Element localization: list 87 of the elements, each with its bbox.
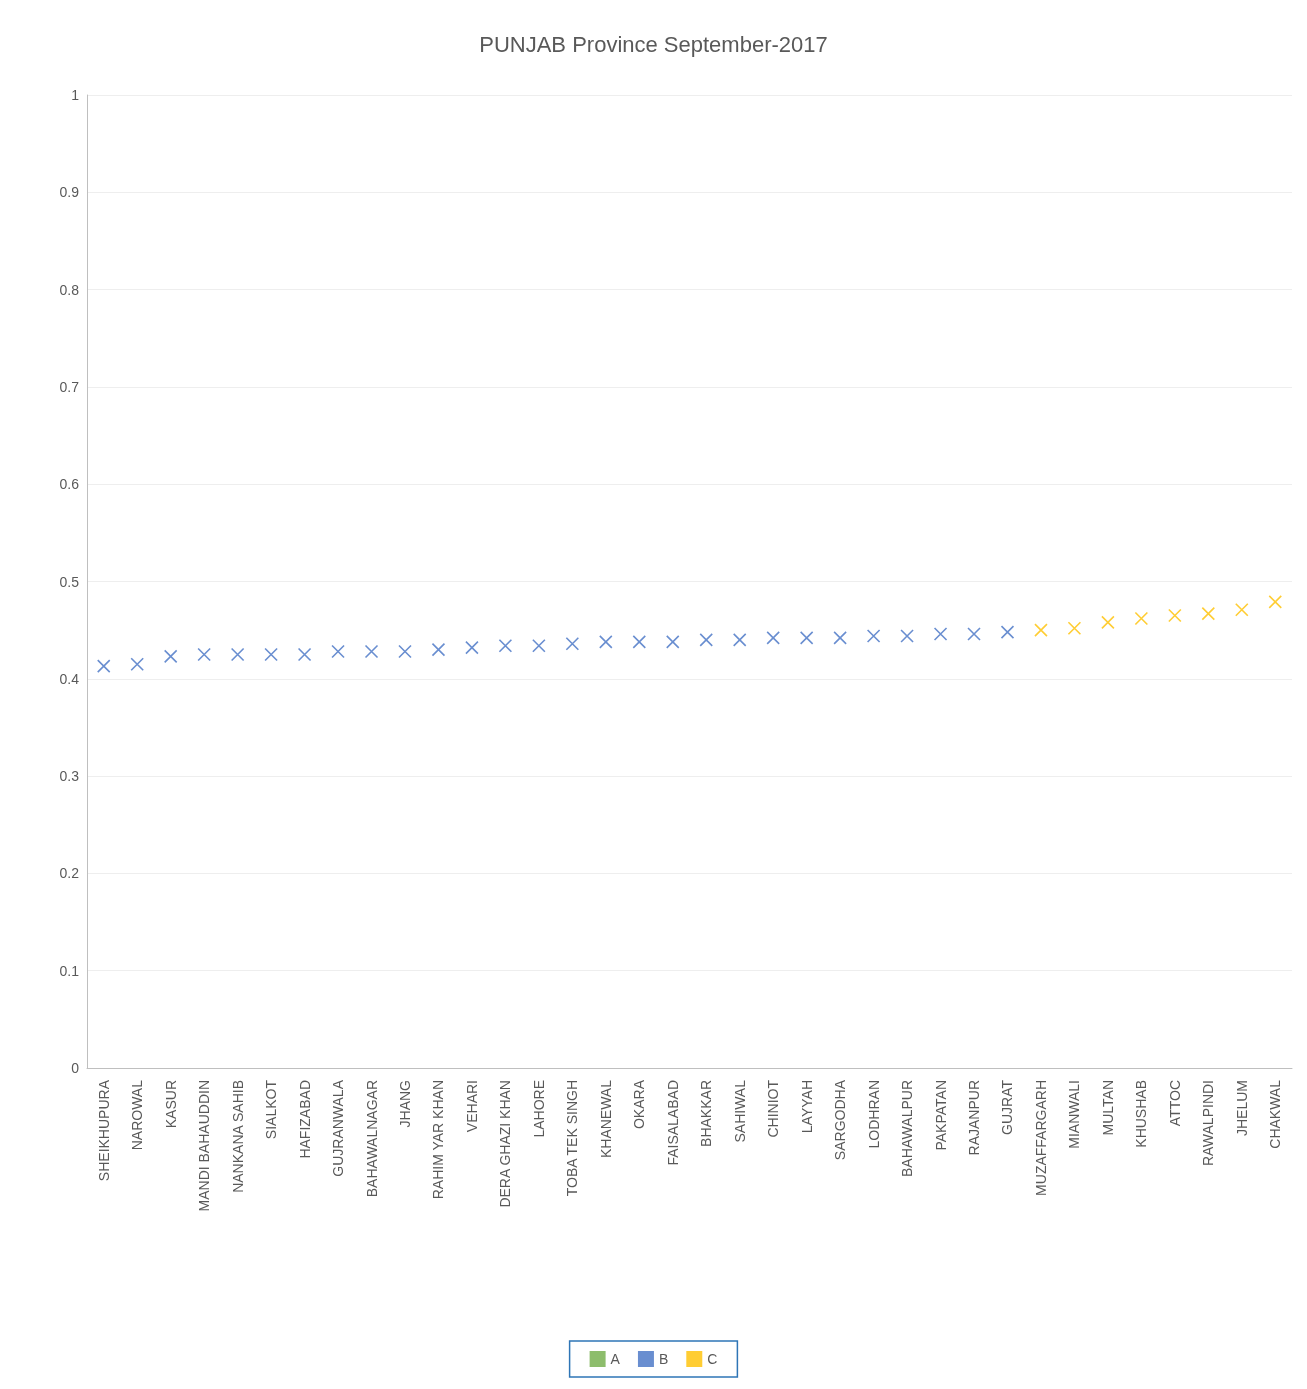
point [1201,606,1216,621]
point [130,657,145,672]
x-tick-label: JHANG [396,1080,413,1128]
y-tick-label: 0.4 [59,670,80,687]
x-tick-label: FAISALABAD [664,1080,681,1166]
point [1000,625,1015,639]
x-tick-label: SARGODHA [832,1079,849,1161]
point [900,629,914,643]
point [866,629,881,643]
x-tick-label: GUJRAT [999,1079,1016,1135]
point [799,631,814,645]
point [766,631,780,645]
x-tick-label: MIANWALI [1066,1080,1083,1149]
x-tick-label: HAFIZABAD [296,1080,313,1159]
point [1234,602,1249,617]
x-tick-label: PAKPATAN [932,1080,949,1151]
point [431,642,446,657]
point [1067,621,1082,635]
point [398,644,412,659]
x-tick-label: KHANEWAL [597,1079,614,1159]
point [1101,615,1115,630]
point [665,635,680,649]
x-tick-label: CHAKWAL [1267,1079,1284,1149]
point [599,635,613,649]
y-tick-label: 0.9 [59,184,80,201]
legend-label: C [707,1351,718,1367]
x-tick-label: SHEIKHUPURA [95,1079,112,1182]
point [465,640,479,655]
x-tick-label: RAWALPINDI [1200,1080,1217,1167]
x-tick-label: GUJRANWALA [330,1079,347,1177]
point [364,644,379,659]
x-tick-label: BAHAWALNAGAR [363,1080,380,1198]
legend-label: B [658,1351,669,1367]
legend-label: A [610,1351,621,1367]
x-tick-label: LAYYAH [798,1080,815,1134]
x-tick-label: RAHIM YAR KHAN [430,1080,447,1200]
x-tick-label: LODHRAN [865,1080,882,1149]
x-tick-label: BHAKKAR [698,1080,715,1147]
x-tick-label: MULTAN [1099,1080,1116,1136]
x-tick-label: SIALKOT [263,1079,280,1140]
x-tick-label: LAHORE [530,1080,547,1138]
x-tick-label: JHELUM [1233,1080,1250,1137]
x-tick-label: KHUSHAB [1133,1080,1150,1148]
x-tick-label: SAHIWAL [731,1079,748,1143]
point [297,647,312,662]
point [699,633,714,647]
point [197,647,211,662]
x-tick-label: DERA GHAZI KHAN [497,1080,514,1208]
point [230,647,245,662]
x-tick-label: ATTOC [1166,1080,1183,1127]
x-tick-label: OKARA [631,1079,648,1130]
point [532,638,546,653]
x-tick-label: CHINIOT [765,1079,782,1138]
chart-title: PUNJAB Province September-2017 [479,31,828,57]
point [498,638,513,653]
y-tick-label: 0.8 [59,281,80,298]
point [264,647,278,662]
x-tick-label: NAROWAL [129,1079,146,1151]
x-tick-label: BAHAWALPUR [899,1080,916,1177]
x-tick-label: KASUR [162,1080,179,1129]
y-tick-label: 0 [71,1060,80,1076]
y-tick-label: 0.7 [59,378,80,395]
point [96,659,111,673]
point [833,631,847,645]
point [1168,608,1182,623]
point [565,636,580,651]
x-tick-label: MUZAFFARGARH [1032,1080,1049,1196]
point [732,633,747,647]
y-tick-label: 0.5 [59,573,80,590]
point [632,635,647,649]
x-tick-label: TOBA TEK SINGH [564,1080,581,1197]
y-tick-label: 0.2 [59,865,80,882]
y-tick-label: 1 [71,87,80,103]
point [1134,611,1149,626]
x-tick-label: RAJANPUR [966,1080,983,1156]
y-tick-label: 0.3 [59,768,80,785]
x-tick-label: VEHARI [463,1080,480,1133]
x-tick-label: MANDI BAHAUDDIN [196,1080,213,1212]
point [163,649,178,664]
y-tick-label: 0.6 [59,476,80,493]
x-tick-label: NANKANA SAHIB [229,1080,246,1193]
y-tick-label: 0.1 [59,962,80,979]
point [1034,623,1048,637]
point [933,627,948,641]
point [967,627,981,641]
point [331,644,345,659]
point [1268,595,1283,609]
